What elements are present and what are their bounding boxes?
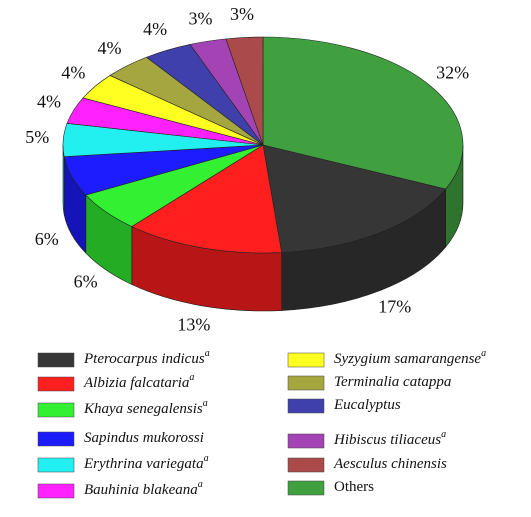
legend-label: Albizia falcatariaa [83, 372, 194, 391]
value-label: 4% [143, 19, 167, 39]
legend-swatch [287, 352, 325, 368]
legend-swatch [37, 431, 75, 447]
slice [262, 36, 464, 190]
legend-note: a [198, 479, 203, 490]
legend-name: Pterocarpus indicus [83, 351, 205, 367]
legend-name: Hibiscus tiliaceus [333, 432, 441, 448]
legend-note: a [204, 453, 209, 464]
side-shade [85, 195, 132, 285]
value-label: 4% [61, 63, 85, 83]
side-shade [131, 226, 282, 311]
legend-swatch [287, 433, 325, 449]
legend-swatch [37, 402, 75, 418]
legend-note: a [481, 348, 486, 359]
legend-swatch [37, 352, 75, 368]
slice [225, 36, 264, 146]
legend-swatch [287, 375, 325, 391]
legend-swatch [287, 457, 325, 473]
legend-swatch [37, 483, 75, 499]
value-label: 13% [177, 315, 210, 335]
legend-name: Terminalia catappa [334, 374, 451, 390]
value-label: 5% [25, 127, 49, 147]
slice [262, 144, 447, 253]
side-shade [63, 145, 65, 215]
side-shade [281, 189, 446, 311]
value-label: 3% [230, 4, 254, 24]
value-label: 3% [189, 9, 213, 29]
legend-label: Aesculus chinensis [333, 456, 447, 472]
slice [131, 144, 282, 254]
value-label: 6% [74, 271, 98, 291]
legend-name: Aesculus chinensis [333, 456, 447, 472]
legend-label: Khaya senegalensisa [83, 398, 208, 417]
legend-label: Bauhinia blakeanaa [84, 479, 203, 498]
value-label: 4% [37, 92, 61, 112]
legend-note: a [189, 372, 194, 383]
legend-swatch [287, 480, 325, 496]
side-shade [64, 156, 86, 254]
legend-label: Erythrina variegataa [83, 453, 209, 472]
legend-note: a [203, 398, 208, 409]
legend-name: Khaya senegalensis [83, 401, 203, 417]
legend-name: Bauhinia blakeana [84, 482, 198, 498]
legend-name: Syzygium samarangense [334, 351, 481, 367]
value-label: 17% [378, 296, 411, 316]
legend-swatch [37, 457, 75, 473]
legend-name: Others [334, 479, 374, 495]
legend-name: Erythrina variegata [83, 456, 204, 472]
legend-note: a [441, 429, 446, 440]
side-shade [445, 145, 463, 248]
legend-name: Sapindus mukorossi [84, 430, 204, 446]
legend-label: Hibiscus tiliaceusa [333, 429, 446, 448]
value-label: 4% [98, 38, 122, 58]
legend-name: Albizia falcataria [83, 375, 189, 391]
legend-label: Pterocarpus indicusa [83, 348, 210, 367]
legend-label: Others [334, 479, 374, 495]
legend-label: Eucalyptus [333, 397, 401, 413]
legend-label: Terminalia catappa [334, 374, 451, 390]
legend-name: Eucalyptus [333, 397, 401, 413]
legend-swatch [287, 398, 325, 414]
value-label: 6% [35, 229, 59, 249]
legend-swatch [37, 376, 75, 392]
legend-label: Sapindus mukorossi [84, 430, 204, 446]
legend-label: Syzygium samarangensea [334, 348, 486, 367]
legend-note: a [205, 348, 210, 359]
value-label: 32% [436, 63, 469, 83]
